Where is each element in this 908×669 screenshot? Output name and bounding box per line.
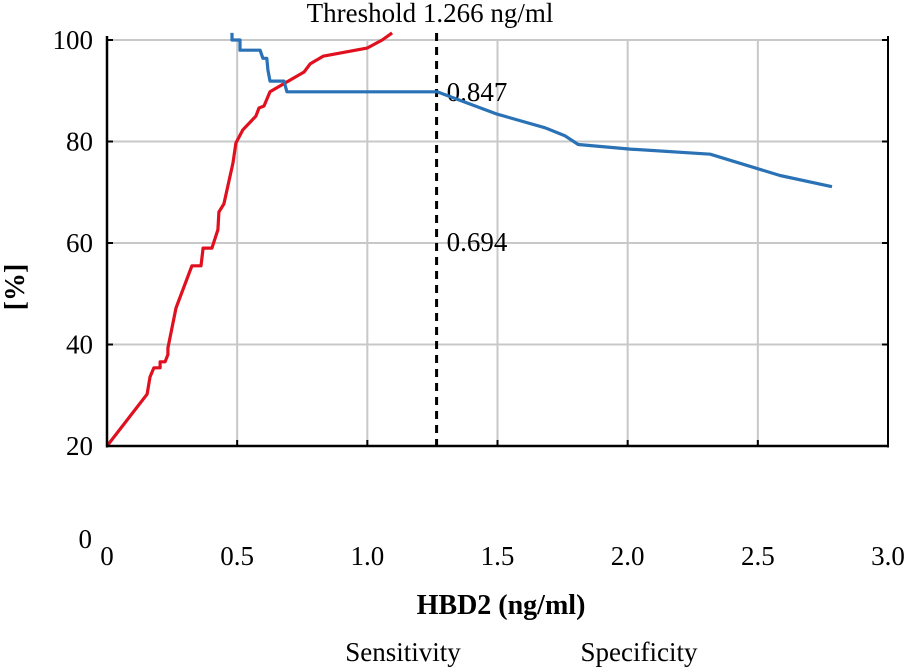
axes-frame (105, 36, 889, 448)
threshold-annotation-lower: 0.694 (447, 227, 508, 257)
x-axis-label: HBD2 (ng/ml) (417, 590, 586, 621)
sensitivity-line (105, 31, 394, 447)
y-tick-label-zero: 0 (79, 524, 93, 554)
y-tick-labels: 20 40 60 80 100 (53, 25, 94, 461)
legend-item-sensitivity: Sensitivity (345, 637, 461, 667)
x-tick-label: 0 (100, 541, 114, 571)
y-tick-label: 100 (53, 25, 94, 55)
y-tick-label: 80 (66, 127, 93, 157)
x-tick-label: 1.5 (481, 541, 515, 571)
series-layer (105, 31, 833, 447)
legend: Sensitivity Specificity (345, 637, 698, 667)
y-axis-label: [%] (0, 264, 31, 311)
x-tick-label: 2.0 (611, 541, 645, 571)
x-tick-label: 3.0 (871, 541, 905, 571)
x-tick-label: 2.5 (741, 541, 775, 571)
y-tick-label: 20 (66, 431, 93, 461)
y-tick-label: 60 (66, 228, 93, 258)
threshold-layer: 0.847 0.694 (435, 33, 508, 446)
legend-item-specificity: Specificity (581, 637, 698, 667)
x-tick-label: 0.5 (220, 541, 254, 571)
chart-title: Threshold 1.266 ng/ml (307, 0, 554, 28)
specificity-line (230, 32, 833, 189)
grid-lines (107, 39, 888, 446)
x-tick-labels: 0 0.5 1.0 1.5 2.0 2.5 3.0 (100, 541, 905, 571)
x-tick-label: 1.0 (350, 541, 384, 571)
threshold-annotation-upper: 0.847 (447, 77, 508, 107)
y-tick-label: 40 (66, 330, 93, 360)
